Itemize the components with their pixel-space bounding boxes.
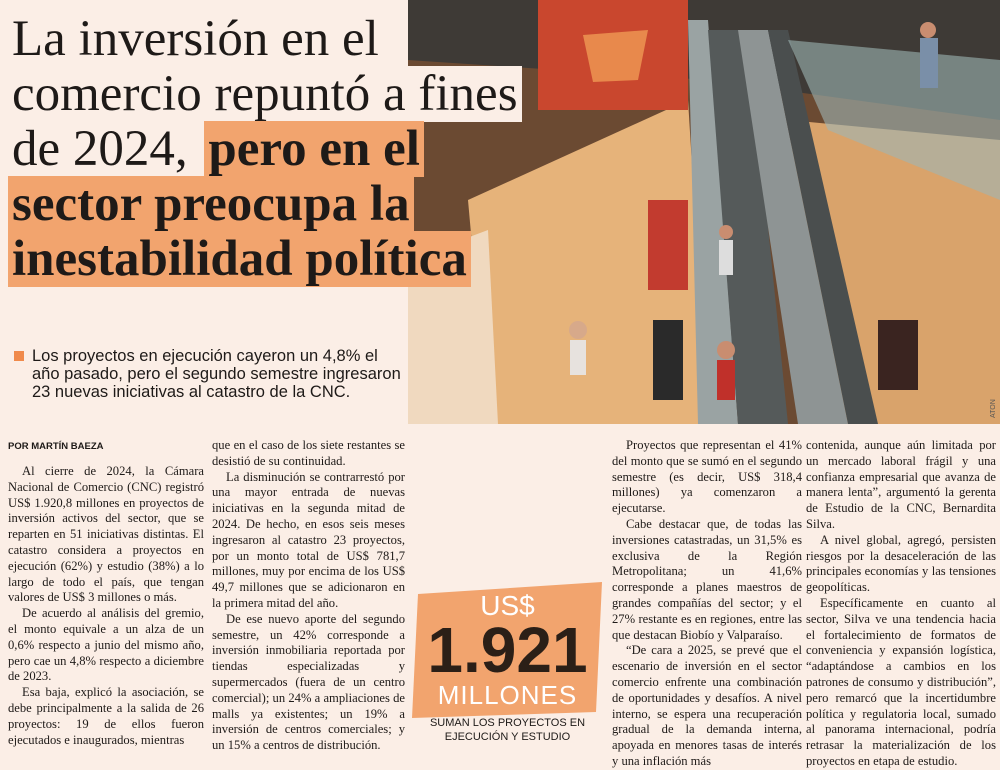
- callout-caption: SUMAN LOS PROYECTOS EN EJECUCIÓN Y ESTUD…: [429, 717, 586, 743]
- paragraph: De ese nuevo aporte del segundo semestre…: [212, 611, 405, 753]
- subtitle: Los proyectos en ejecución cayeron un 4,…: [14, 347, 402, 401]
- text-column: contenida, aunque aún limitada por un me…: [806, 438, 996, 770]
- paragraph: A nivel global, agregó, persisten riesgo…: [806, 532, 996, 595]
- headline: La inversión en el comercio repuntó a fi…: [8, 11, 538, 287]
- paragraph: De acuerdo al análisis del gremio, el mo…: [8, 606, 204, 684]
- callout-amount: 1.921: [427, 614, 588, 686]
- photo-credit: ATON: [990, 399, 997, 418]
- paragraph: Cabe destacar que, de todas las inversio…: [612, 516, 802, 642]
- paragraph: Esa baja, explicó la asociación, se debe…: [8, 685, 204, 747]
- callout-shape: [412, 582, 602, 718]
- paragraph: Proyectos que representan el 41% del mon…: [612, 438, 802, 516]
- text-column: Al cierre de 2024, la Cámara Nacional de…: [8, 464, 204, 748]
- paragraph: Al cierre de 2024, la Cámara Nacional de…: [8, 464, 204, 605]
- photo: [408, 0, 1000, 424]
- paragraph: La disminución se contrarrestó por una m…: [212, 469, 405, 610]
- paragraph: Específicamente en cuanto al sector, Sil…: [806, 595, 996, 768]
- paragraph: “De cara a 2025, se prevé que el escenar…: [612, 643, 802, 768]
- callout-currency: US$: [480, 590, 535, 621]
- paragraph: contenida, aunque aún limitada por un me…: [806, 438, 996, 531]
- text-column: que en el caso de los siete restantes se…: [212, 438, 405, 754]
- paragraph: que en el caso de los siete restantes se…: [212, 438, 405, 468]
- callout-unit: MILLONES: [437, 680, 578, 710]
- byline: POR MARTÍN BAEZA: [8, 441, 104, 452]
- callout: US$ 1.921 MILLONES SUMAN LOS PROYECTOS E…: [410, 582, 605, 754]
- text-column: Proyectos que representan el 41% del mon…: [612, 438, 802, 770]
